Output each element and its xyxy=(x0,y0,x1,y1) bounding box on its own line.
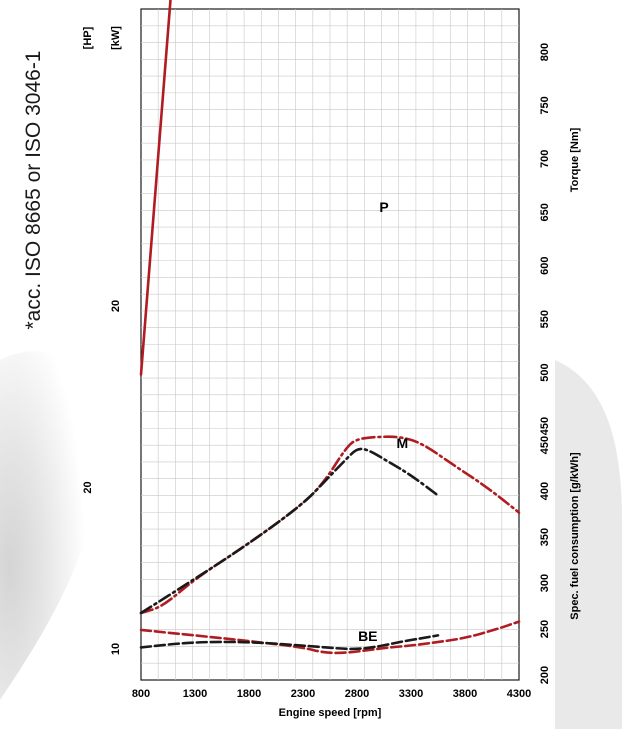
series-line-be-black xyxy=(139,634,440,651)
x-tick-label: 3800 xyxy=(453,688,477,700)
x-tick-label: 800 xyxy=(132,688,150,700)
series-line-m-red xyxy=(139,435,521,615)
torque-axis-title: Torque [Nm] xyxy=(569,127,581,192)
kw-tick-label: 20 xyxy=(110,300,122,312)
torque-tick-label: 550 xyxy=(539,310,551,328)
hp-unit-label: [HP] xyxy=(82,26,94,49)
standard-note: *acc. ISO 8665 or ISO 3046-1 xyxy=(22,51,45,330)
series-line-m-black xyxy=(139,447,440,615)
torque-tick-label: 650 xyxy=(539,203,551,221)
x-tick-label: 4300 xyxy=(507,688,531,700)
fuel-tick-label: 200 xyxy=(539,666,551,684)
x-axis-title: Engine speed [rpm] xyxy=(279,707,382,719)
fuel-tick-label: 250 xyxy=(539,620,551,638)
x-tick-label: 2300 xyxy=(291,688,315,700)
x-tick-label: 2800 xyxy=(345,688,369,700)
fuel-tick-label: 400 xyxy=(539,482,551,500)
kw-tick-label: 10 xyxy=(110,643,122,655)
fuel-tick-label: 450 xyxy=(539,436,551,454)
torque-tick-label: 450 xyxy=(539,417,551,435)
x-tick-label: 1300 xyxy=(183,688,207,700)
torque-tick-label: 600 xyxy=(539,257,551,275)
torque-tick-label: 800 xyxy=(539,43,551,61)
fuel-tick-label: 300 xyxy=(539,574,551,592)
kw-unit-label: [kW] xyxy=(110,26,122,50)
hp-tick-label: 20 xyxy=(82,481,94,493)
series-line-be-red xyxy=(139,620,521,655)
curve-label-p: P xyxy=(379,199,388,215)
fuel-tick-label: 350 xyxy=(539,528,551,546)
torque-tick-label: 750 xyxy=(539,96,551,114)
fuel-axis-title: Spec. fuel consumption [g/kWh] xyxy=(569,452,581,620)
torque-tick-label: 700 xyxy=(539,150,551,168)
curve-label-be: BE xyxy=(358,628,377,644)
curve-label-m: M xyxy=(397,435,409,451)
torque-tick-label: 500 xyxy=(539,363,551,381)
x-tick-label: 1800 xyxy=(237,688,261,700)
x-tick-label: 3300 xyxy=(399,688,423,700)
